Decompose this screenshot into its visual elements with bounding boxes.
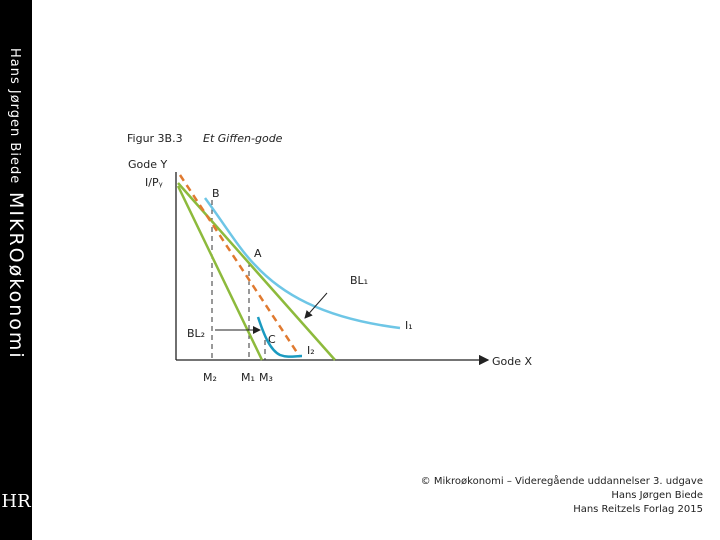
indifference-curve-1 bbox=[203, 197, 401, 330]
x-axis-label: Gode X bbox=[492, 355, 533, 368]
indifference-curve-2 bbox=[256, 316, 303, 358]
line-label: BL₂ bbox=[187, 327, 205, 340]
point-label: A bbox=[254, 247, 262, 260]
figure-caption: Et Giffen-gode bbox=[203, 132, 283, 145]
line-label: I₂ bbox=[307, 344, 315, 357]
sidebar-book: MIKROøkonomi bbox=[5, 192, 27, 360]
footer-line: © Mikroøkonomi – Videregående uddannelse… bbox=[421, 474, 703, 487]
footer-line: Hans Jørgen Biede bbox=[611, 490, 703, 501]
x-mark-label: M₁ bbox=[241, 371, 255, 384]
line-label: I₁ bbox=[405, 319, 413, 332]
compensated-line bbox=[178, 174, 302, 358]
line-label: BL₁ bbox=[350, 274, 368, 287]
point-label: B bbox=[212, 187, 220, 200]
y-intercept-label: I/Pᵧ bbox=[145, 176, 163, 189]
sidebar bbox=[0, 0, 32, 540]
budget-line-1 bbox=[177, 182, 336, 361]
point-label: C bbox=[268, 333, 276, 346]
sidebar-author: Hans Jørgen Biede bbox=[7, 48, 22, 184]
x-mark-label: M₂ bbox=[203, 371, 217, 384]
footer-line: Hans Reitzels Forlag 2015 bbox=[573, 504, 703, 515]
guides bbox=[211, 200, 266, 360]
y-axis-label: Gode Y bbox=[128, 158, 168, 171]
budget-line-2 bbox=[176, 185, 264, 361]
x-mark-label: M₃ bbox=[259, 371, 273, 384]
figure-number: Figur 3B.3 bbox=[127, 132, 183, 145]
logo: HR bbox=[1, 491, 31, 512]
arrow-bl1 bbox=[304, 292, 328, 319]
